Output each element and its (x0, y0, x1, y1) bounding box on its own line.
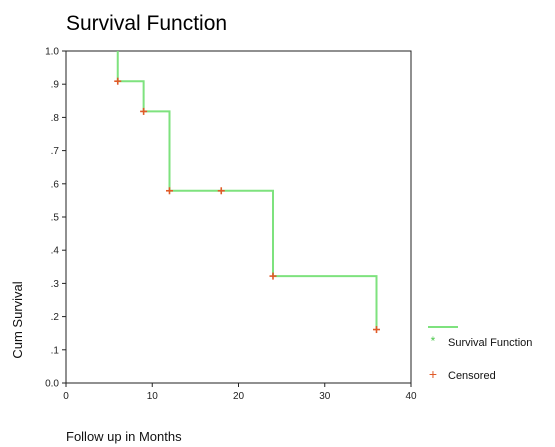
legend-censored-marker: + (429, 366, 437, 382)
y-tick-label: .5 (51, 213, 60, 224)
x-tick-label: 40 (405, 391, 417, 402)
y-tick-label: 1.0 (45, 47, 59, 58)
y-tick-label: .1 (51, 345, 60, 356)
y-axis-label: Cum Survival (10, 281, 25, 358)
censored-marker (166, 187, 173, 195)
y-tick-label: .7 (51, 146, 60, 157)
censored-marker (140, 107, 148, 115)
y-tick-label: .8 (51, 113, 60, 124)
y-tick-label: .9 (51, 80, 60, 91)
legend-survival-marker: * (431, 334, 436, 348)
censored-marker (217, 187, 225, 195)
x-tick-label: 20 (233, 391, 245, 402)
x-axis-label: Follow up in Months (66, 429, 182, 444)
y-tick-label: .4 (51, 246, 60, 257)
y-tick-label: .2 (51, 312, 60, 323)
survival-function-line (116, 51, 378, 330)
x-tick-label: 30 (319, 391, 331, 402)
x-axis: 0 10 20 30 40 (63, 383, 417, 402)
plot-frame (65, 50, 412, 384)
y-tick-label: .6 (51, 179, 60, 190)
chart-title: Survival Function (66, 12, 227, 35)
y-axis: 0.0 .1 .2 .3 .4 .5 .6 .7 .8 .9 1.0 (45, 47, 66, 390)
plot-area (114, 51, 380, 334)
censored-marker (114, 77, 122, 85)
y-tick-label: 0.0 (45, 379, 59, 390)
censored-marker (269, 272, 277, 280)
legend: * Survival Function + Censored (428, 326, 532, 382)
x-tick-label: 0 (63, 391, 69, 402)
x-tick-label: 10 (147, 391, 159, 402)
censored-marker (373, 326, 380, 334)
legend-survival-label: Survival Function (448, 337, 532, 349)
y-tick-label: .3 (51, 279, 60, 290)
legend-censored-label: Censored (448, 370, 496, 382)
